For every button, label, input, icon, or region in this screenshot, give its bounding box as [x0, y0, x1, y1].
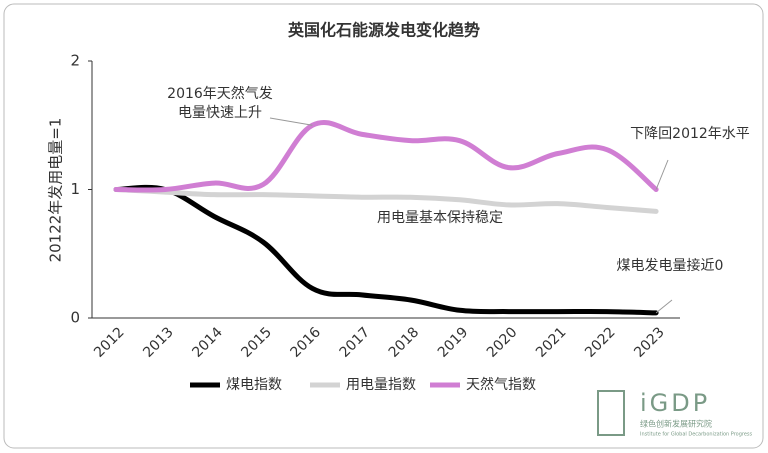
legend-label: 天然气指数 [466, 376, 536, 393]
annotation: 下降回2012年水平 [630, 126, 750, 142]
y-tick-label: 0 [70, 309, 80, 327]
legend-label: 煤电指数 [226, 377, 282, 393]
annotation: 电量快速上升 [178, 105, 262, 121]
logo-subtitle: 绿色创新发展研究院 [640, 419, 712, 429]
annotation: 用电量基本保持稳定 [377, 209, 503, 226]
annotation: 煤电发电量接近0 [617, 257, 724, 274]
y-tick-label: 2 [70, 52, 80, 70]
y-axis-label: 20122年发用电量=1 [47, 118, 65, 263]
annotation: 2016年天然气发 [167, 85, 273, 102]
series-line [113, 187, 659, 214]
series-line [113, 184, 659, 316]
chart-title: 英国化石能源发电变化趋势 [287, 21, 480, 40]
legend-label: 用电量指数 [346, 377, 416, 393]
logo-name: iGDP [640, 389, 710, 417]
annotation-leader [655, 299, 673, 314]
y-tick-label: 1 [70, 180, 80, 198]
logo-english: Institute for Global Decarbonization Pro… [640, 432, 753, 438]
logo: iGDP 绿色创新发展研究院 Institute for Global Deca… [597, 389, 753, 438]
frame [3, 3, 764, 449]
annotation-leader [655, 159, 669, 190]
logo-icon [597, 390, 625, 436]
annotation-leader [269, 117, 313, 126]
series-line [113, 119, 659, 193]
